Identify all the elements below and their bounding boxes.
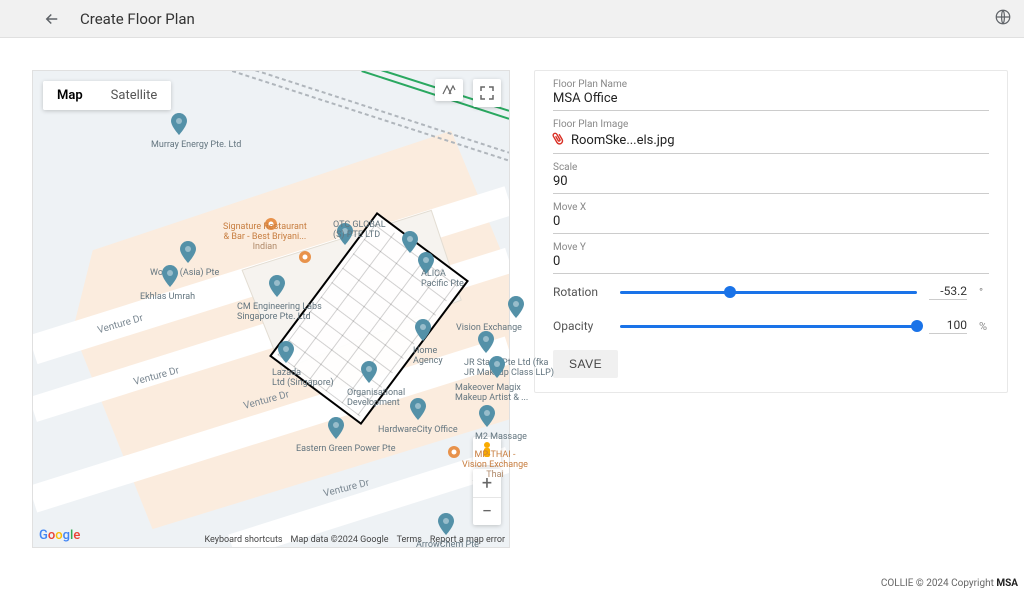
- map-pin-label: HomeAgency: [413, 347, 443, 367]
- map-pin-label: Murray Energy Pte. Ltd: [151, 141, 241, 151]
- opacity-label: Opacity: [553, 319, 608, 333]
- rotation-value[interactable]: -53.2: [929, 284, 967, 300]
- image-label: Floor Plan Image: [553, 119, 989, 130]
- globe-icon[interactable]: [994, 8, 1012, 30]
- map-panel[interactable]: Map Satellite Arete9 + − Google Keyboard…: [32, 70, 510, 548]
- attr-shortcuts[interactable]: Keyboard shortcuts: [204, 535, 282, 545]
- rotation-label: Rotation: [553, 285, 608, 299]
- main-content: Map Satellite Arete9 + − Google Keyboard…: [0, 38, 1024, 548]
- map-pin[interactable]: [361, 361, 377, 383]
- opacity-unit: %: [979, 320, 989, 333]
- map-poi-label: Signature Restaurant& Bar - Best Briyani…: [223, 223, 307, 253]
- map-pin[interactable]: [171, 113, 187, 135]
- map-poi[interactable]: [298, 250, 312, 264]
- image-filename: RoomSke...els.jpg: [571, 133, 675, 148]
- scale-input[interactable]: 90: [553, 174, 989, 194]
- map-pin-label: Ekhlas Umrah: [140, 293, 195, 303]
- attachment-icon: [549, 129, 568, 151]
- name-label: Floor Plan Name: [553, 79, 989, 90]
- map-pin-label: ALICAPacific Pte: [421, 270, 464, 290]
- movex-label: Move X: [553, 202, 989, 213]
- map-pin-label: ArrowChem Pte: [416, 541, 479, 551]
- map-pin[interactable]: [438, 513, 454, 535]
- map-pin-label: HardwareCity Office: [378, 426, 458, 436]
- app-header: Create Floor Plan: [0, 0, 1024, 38]
- map-type-satellite[interactable]: Satellite: [97, 81, 172, 110]
- map-pin-label: Makeover MagixMakeup Artist & ...: [455, 384, 528, 404]
- back-arrow-icon[interactable]: [40, 7, 64, 31]
- map-pin-label: CM Engineering LabsSingapore Pte. Ltd: [237, 303, 322, 323]
- name-input[interactable]: MSA Office: [553, 91, 989, 111]
- map-tilt-icon[interactable]: [435, 79, 463, 101]
- form-panel: Floor Plan Name MSA Office Floor Plan Im…: [534, 70, 1008, 393]
- map-pin-label: OrganisationalDevelopment: [347, 389, 405, 409]
- map-type-map[interactable]: Map: [43, 81, 97, 110]
- opacity-slider[interactable]: [620, 316, 917, 336]
- opacity-value[interactable]: 100: [929, 318, 967, 334]
- map-poi[interactable]: [447, 445, 461, 459]
- page-title: Create Floor Plan: [80, 10, 195, 28]
- map-pin[interactable]: [489, 356, 505, 378]
- attr-data: Map data ©2024 Google: [291, 535, 389, 545]
- footer-text: COLLIE © 2024 Copyright: [881, 578, 997, 589]
- map-pin[interactable]: [479, 405, 495, 427]
- movey-label: Move Y: [553, 242, 989, 253]
- footer: COLLIE © 2024 Copyright MSA: [881, 578, 1018, 589]
- movey-input[interactable]: 0: [553, 254, 989, 274]
- map-pin[interactable]: [180, 241, 196, 263]
- map-pin[interactable]: [415, 319, 431, 341]
- map-pin[interactable]: [269, 275, 285, 297]
- map-pin[interactable]: [328, 417, 344, 439]
- google-logo: Google: [39, 528, 80, 543]
- map-pin-label: OTC GLOBAL(S) PTE LTD: [333, 221, 386, 241]
- footer-brand: MSA: [996, 578, 1018, 589]
- map-pin-label: LazadaLtd (Singapore): [272, 369, 334, 389]
- zoom-out-icon[interactable]: −: [473, 497, 501, 525]
- map-pin[interactable]: [162, 265, 178, 287]
- map-pin[interactable]: [402, 231, 418, 253]
- map-poi-label: MP-THAI -Vision ExchangeThai: [462, 451, 528, 481]
- map-pin-label: M2 Massage: [475, 433, 527, 443]
- rotation-slider[interactable]: [620, 282, 917, 302]
- map-pin-label: Eastern Green Power Pte: [296, 445, 396, 455]
- map-pin[interactable]: [478, 331, 494, 353]
- map-pin[interactable]: [278, 341, 294, 363]
- movex-input[interactable]: 0: [553, 214, 989, 234]
- map-pin[interactable]: [410, 398, 426, 420]
- map-pin-label: JR Stage Pte Ltd (fkaJR Makeup Class LLP…: [464, 359, 554, 379]
- map-type-control: Map Satellite: [43, 81, 171, 110]
- rotation-unit: °: [979, 286, 989, 299]
- save-button[interactable]: SAVE: [553, 350, 618, 378]
- image-input[interactable]: RoomSke...els.jpg: [553, 131, 989, 154]
- map-pin-label: Wozair (Asia) Pte: [150, 269, 219, 279]
- map-pin[interactable]: [508, 296, 524, 318]
- scale-label: Scale: [553, 162, 989, 173]
- fullscreen-icon[interactable]: [473, 79, 501, 107]
